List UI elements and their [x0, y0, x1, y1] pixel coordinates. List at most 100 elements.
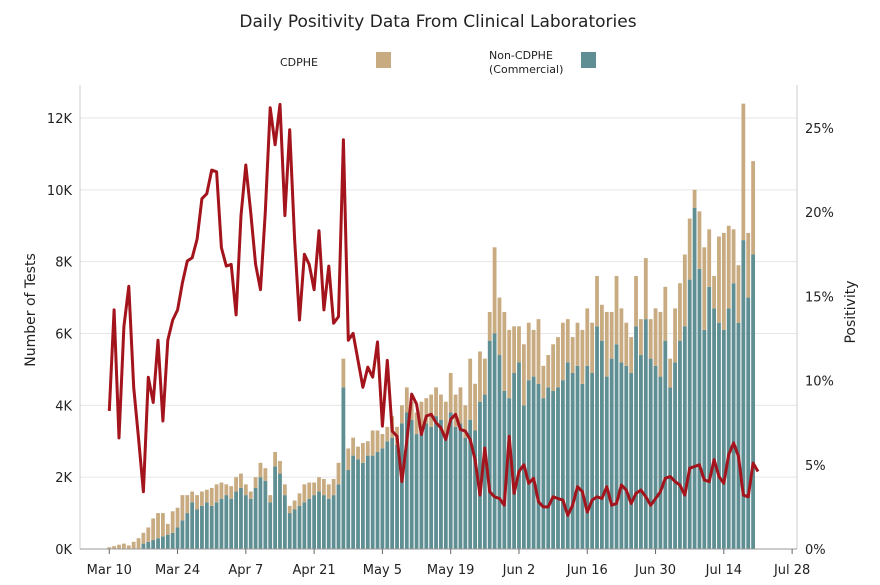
- bar-cdphe: [497, 297, 502, 356]
- bar-non-cdphe: [258, 477, 263, 549]
- bar-non-cdphe: [243, 495, 248, 549]
- bar-non-cdphe: [741, 240, 746, 549]
- bar-non-cdphe: [424, 423, 429, 549]
- bar-non-cdphe: [541, 398, 546, 549]
- bar-cdphe: [326, 484, 331, 499]
- legend-label-non-cdphe-line2: (Commercial): [489, 63, 563, 76]
- bar-non-cdphe: [317, 491, 321, 549]
- bar-non-cdphe: [356, 459, 360, 549]
- bar-non-cdphe: [731, 283, 736, 549]
- bar-cdphe: [268, 495, 273, 503]
- bar-cdphe: [258, 462, 263, 478]
- bar-non-cdphe: [439, 419, 443, 549]
- bar-cdphe: [365, 441, 370, 456]
- y-left-tick-label: 8K: [55, 256, 72, 271]
- bar-cdphe: [590, 322, 595, 374]
- bar-cdphe: [565, 319, 570, 363]
- bar-non-cdphe: [536, 383, 541, 549]
- bar-cdphe: [643, 258, 648, 320]
- bar-cdphe: [317, 477, 321, 492]
- y-axis-left-title: Number of Tests: [23, 253, 39, 367]
- bar-cdphe: [570, 337, 575, 374]
- bar-cdphe: [200, 491, 204, 506]
- bar-non-cdphe: [380, 448, 385, 549]
- bar-non-cdphe: [643, 319, 648, 549]
- bar-cdphe: [331, 478, 336, 496]
- bar-cdphe: [531, 329, 536, 377]
- bar-cdphe: [468, 358, 473, 420]
- x-tick-label: Jun 2: [502, 563, 536, 578]
- bar-cdphe: [507, 329, 512, 399]
- bar-cdphe: [253, 477, 258, 488]
- bar-non-cdphe: [604, 376, 609, 549]
- bar-non-cdphe: [595, 326, 599, 549]
- bar-non-cdphe: [658, 376, 663, 549]
- bar-cdphe: [741, 103, 746, 241]
- bar-non-cdphe: [551, 390, 556, 549]
- bar-cdphe: [136, 538, 141, 549]
- bar-cdphe: [434, 387, 438, 417]
- bar-non-cdphe: [609, 358, 614, 549]
- bar-cdphe: [560, 322, 565, 381]
- bar-non-cdphe: [521, 405, 526, 549]
- bar-non-cdphe: [473, 430, 477, 549]
- bar-non-cdphe: [502, 390, 507, 549]
- bar-non-cdphe: [351, 455, 356, 549]
- chart-title: Daily Positivity Data From Clinical Labo…: [239, 12, 636, 32]
- bar-non-cdphe: [487, 340, 492, 549]
- bar-cdphe: [502, 311, 507, 391]
- bar-cdphe: [404, 387, 409, 413]
- x-tick-label: Apr 21: [293, 563, 336, 578]
- y-right-tick-label: 10%: [805, 375, 834, 390]
- bar-cdphe: [263, 468, 268, 481]
- legend-swatch-cdphe: [376, 52, 391, 68]
- bar-cdphe: [243, 484, 248, 496]
- bar-cdphe: [653, 308, 658, 366]
- bar-non-cdphe: [492, 333, 497, 549]
- x-tick-label: Jun 16: [566, 563, 608, 578]
- bar-cdphe: [248, 491, 253, 499]
- bar-cdphe: [482, 358, 487, 395]
- bar-cdphe: [273, 452, 278, 467]
- bar-non-cdphe: [653, 365, 658, 549]
- bar-cdphe: [619, 308, 624, 363]
- bar-cdphe: [712, 276, 716, 309]
- bar-cdphe: [131, 541, 136, 549]
- bar-non-cdphe: [429, 426, 434, 549]
- bar-non-cdphe: [414, 434, 419, 549]
- bar-non-cdphe: [507, 398, 512, 549]
- y-left-tick-label: 2K: [55, 471, 72, 486]
- bar-cdphe: [234, 477, 238, 492]
- bar-cdphe: [360, 443, 365, 463]
- bar-non-cdphe: [634, 326, 638, 549]
- bar-non-cdphe: [585, 365, 590, 549]
- bar-non-cdphe: [278, 473, 282, 549]
- bar-cdphe: [185, 495, 190, 514]
- bar-cdphe: [180, 495, 185, 521]
- bar-non-cdphe: [170, 532, 175, 549]
- bar-cdphe: [746, 232, 751, 298]
- bar-cdphe: [492, 247, 497, 334]
- bar-non-cdphe: [365, 455, 370, 549]
- y-right-tick-label: 5%: [805, 459, 826, 474]
- y-right-tick-label: 15%: [805, 290, 834, 305]
- bar-non-cdphe: [331, 495, 336, 549]
- bar-cdphe: [239, 473, 243, 488]
- bar-cdphe: [512, 326, 517, 374]
- bar-cdphe: [663, 286, 668, 341]
- bar-cdphe: [609, 311, 614, 359]
- bar-cdphe: [351, 437, 356, 456]
- bar-cdphe: [541, 365, 546, 399]
- bar-cdphe: [551, 344, 556, 391]
- bar-cdphe: [224, 484, 229, 496]
- bar-non-cdphe: [599, 340, 604, 549]
- bar-cdphe: [453, 394, 458, 427]
- bar-cdphe: [302, 484, 307, 503]
- bar-non-cdphe: [682, 326, 687, 549]
- bar-non-cdphe: [321, 495, 326, 549]
- bar-cdphe: [580, 329, 585, 384]
- bar-non-cdphe: [161, 536, 165, 549]
- bar-non-cdphe: [375, 452, 380, 549]
- bar-cdphe: [526, 322, 531, 381]
- bar-non-cdphe: [458, 423, 463, 549]
